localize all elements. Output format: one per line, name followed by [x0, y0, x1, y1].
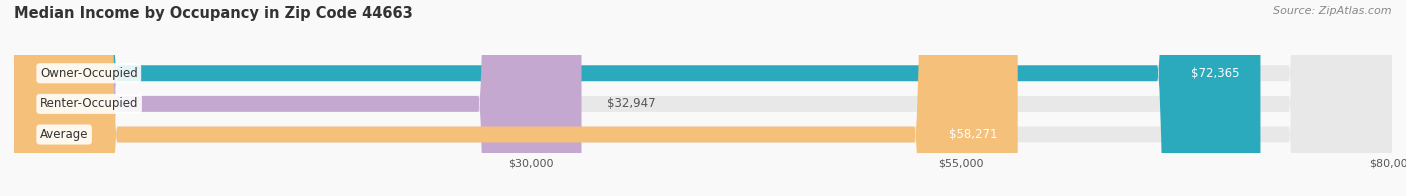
- FancyBboxPatch shape: [14, 0, 1392, 196]
- FancyBboxPatch shape: [14, 0, 1018, 196]
- Text: $58,271: $58,271: [949, 128, 997, 141]
- FancyBboxPatch shape: [14, 0, 1392, 196]
- Text: Average: Average: [39, 128, 89, 141]
- Text: Median Income by Occupancy in Zip Code 44663: Median Income by Occupancy in Zip Code 4…: [14, 6, 413, 21]
- Text: Source: ZipAtlas.com: Source: ZipAtlas.com: [1274, 6, 1392, 16]
- Text: Owner-Occupied: Owner-Occupied: [39, 67, 138, 80]
- Text: $72,365: $72,365: [1191, 67, 1240, 80]
- FancyBboxPatch shape: [14, 0, 1260, 196]
- Text: $32,947: $32,947: [607, 97, 657, 110]
- Text: Renter-Occupied: Renter-Occupied: [39, 97, 138, 110]
- FancyBboxPatch shape: [14, 0, 1392, 196]
- FancyBboxPatch shape: [14, 0, 582, 196]
